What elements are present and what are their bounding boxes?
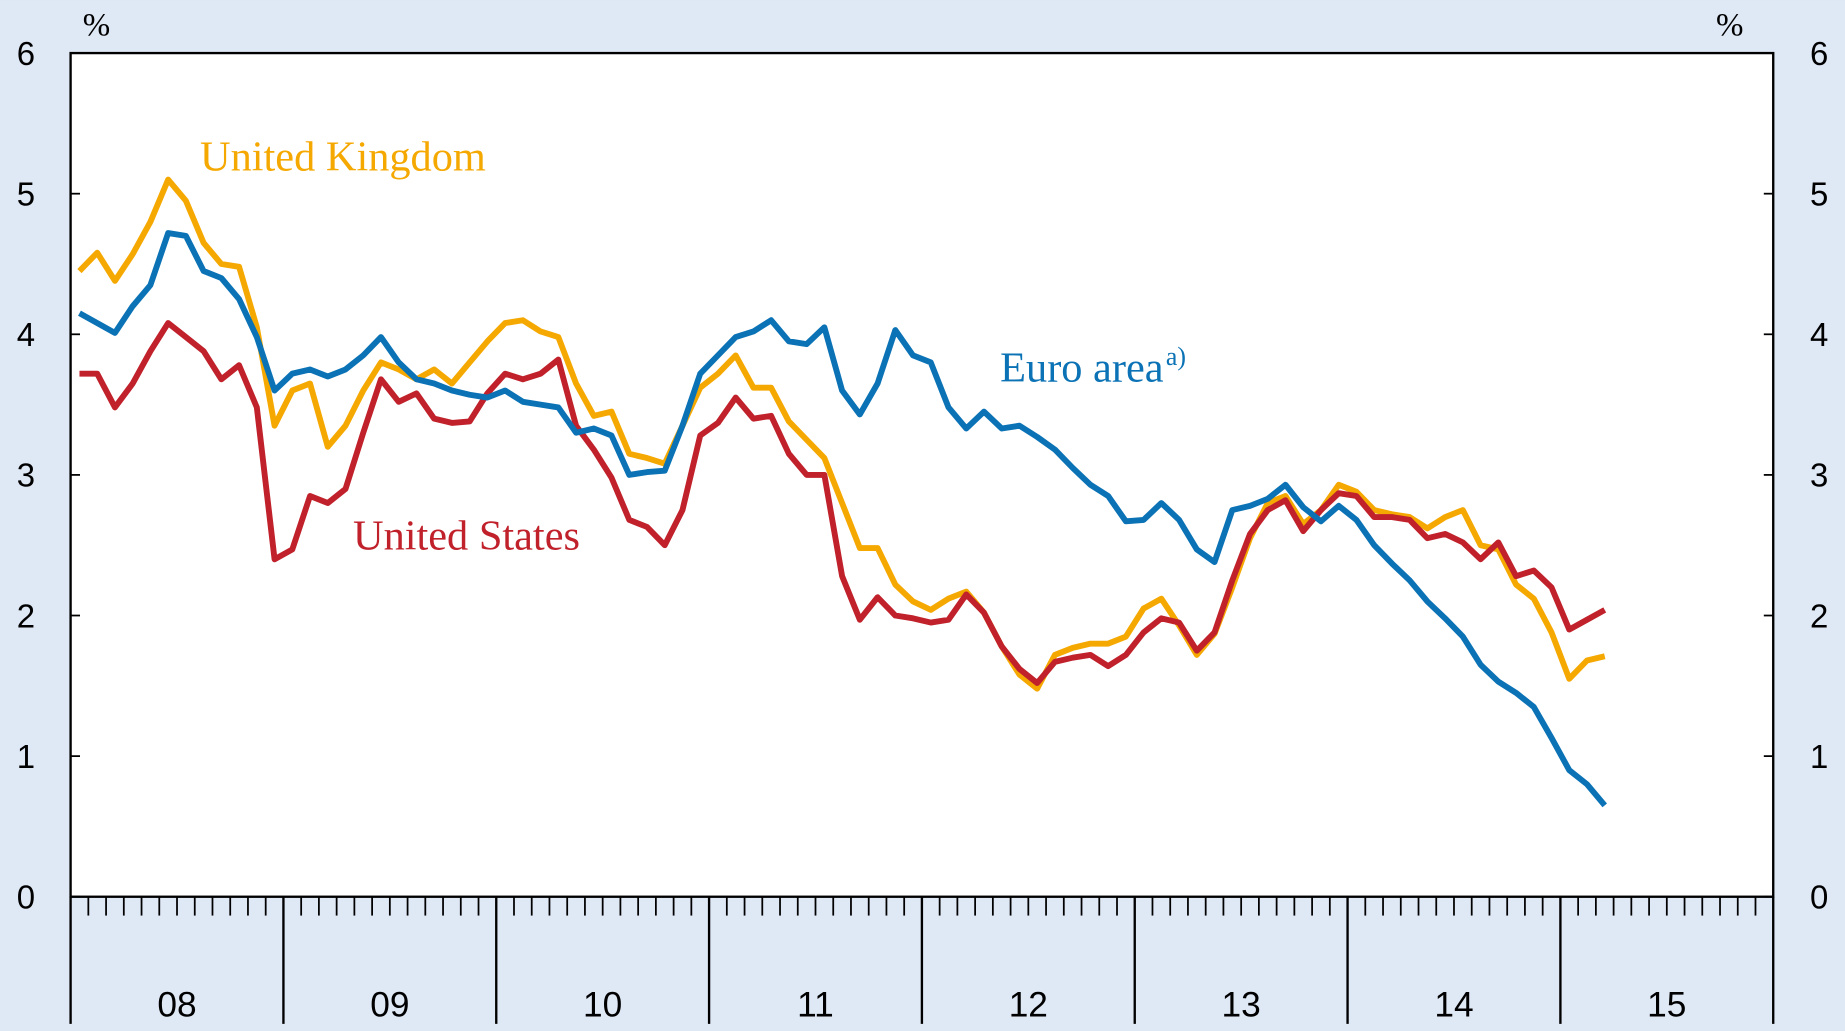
y2-tick-label: 4	[1810, 316, 1828, 353]
y-tick-label: 3	[17, 457, 35, 494]
y2-tick-label: 1	[1810, 738, 1828, 775]
y-tick-label: 2	[17, 597, 35, 634]
x-group-label: 14	[1434, 986, 1473, 1025]
y2-tick-label: 3	[1810, 457, 1828, 494]
x-group-label: 09	[370, 986, 409, 1025]
y-tick-label: 5	[17, 175, 35, 212]
y2-tick-label: 0	[1810, 879, 1828, 916]
footnote-marker: a)	[1166, 342, 1186, 371]
y-tick-label: 0	[17, 879, 35, 916]
series-line	[77, 176, 1606, 692]
series-label: United Kingdom	[200, 134, 486, 181]
x-group-label: 12	[1009, 986, 1048, 1025]
y2-tick-label: 5	[1810, 175, 1828, 212]
y2-tick-label: 6	[1810, 35, 1828, 72]
y-tick-label: 4	[17, 316, 35, 353]
y-unit: %	[83, 7, 110, 43]
series-label: United States	[353, 513, 580, 560]
x-group-label: 15	[1647, 986, 1686, 1025]
x-group-label: 13	[1222, 986, 1261, 1025]
plot-area	[69, 51, 1775, 898]
y2-unit: %	[1716, 7, 1743, 43]
y2-tick-label: 2	[1810, 597, 1828, 634]
x-group-label: 08	[157, 986, 196, 1025]
series-line	[79, 320, 1607, 686]
x-group-label: 10	[583, 986, 622, 1025]
series-line	[78, 230, 1607, 808]
x-group-label: 11	[797, 986, 834, 1025]
y-tick-label: 6	[17, 35, 35, 72]
y-tick-label: 1	[17, 738, 35, 775]
series-label: Euro area	[1000, 344, 1164, 391]
